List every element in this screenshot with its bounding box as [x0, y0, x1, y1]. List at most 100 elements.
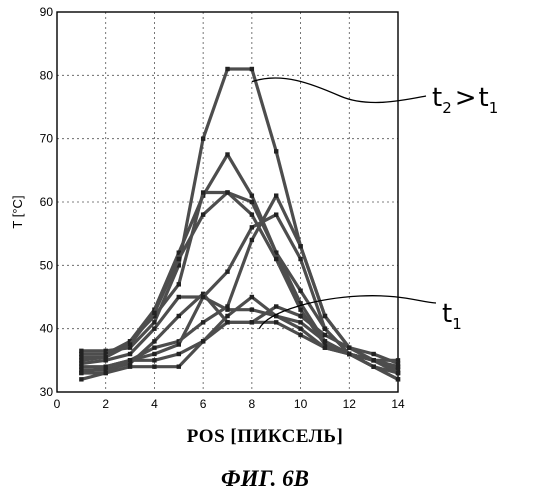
data-point: [177, 295, 181, 299]
data-point: [371, 358, 375, 362]
data-point: [396, 371, 400, 375]
data-point: [250, 320, 254, 324]
x-tick-label: 4: [151, 397, 158, 411]
data-point: [371, 364, 375, 368]
data-point: [177, 364, 181, 368]
y-tick-label: 50: [40, 258, 54, 272]
series-lines: [79, 67, 400, 382]
y-tick-label: 60: [40, 195, 54, 209]
x-tick-label: 8: [249, 397, 256, 411]
data-point: [298, 288, 302, 292]
leader-line-t1: [259, 296, 436, 329]
data-point: [225, 314, 229, 318]
annotation-t1: t1: [442, 299, 462, 333]
data-point: [177, 352, 181, 356]
data-point: [298, 257, 302, 261]
x-tick-label: 14: [391, 397, 405, 411]
data-point: [152, 326, 156, 330]
x-tick-label: 12: [343, 397, 357, 411]
data-point: [250, 212, 254, 216]
data-point: [152, 320, 156, 324]
data-point: [323, 326, 327, 330]
data-point: [79, 364, 83, 368]
x-tick-label: 0: [54, 397, 61, 411]
data-point: [371, 352, 375, 356]
data-point: [104, 358, 108, 362]
y-tick-label: 40: [40, 322, 54, 336]
data-point: [79, 377, 83, 381]
data-point: [274, 149, 278, 153]
data-point: [323, 333, 327, 337]
data-point: [298, 307, 302, 311]
data-point: [128, 342, 132, 346]
data-point: [250, 307, 254, 311]
data-point: [225, 190, 229, 194]
x-tick-label: 10: [294, 397, 308, 411]
data-point: [177, 257, 181, 261]
y-axis-label: T [°C]: [10, 195, 25, 228]
data-point: [152, 311, 156, 315]
data-point: [250, 225, 254, 229]
data-point: [152, 358, 156, 362]
y-tick-labels: 30 40 50 60 70 80 90: [40, 5, 54, 399]
data-point: [177, 342, 181, 346]
data-point: [201, 212, 205, 216]
y-tick-label: 30: [40, 385, 54, 399]
data-point: [250, 295, 254, 299]
data-point: [225, 269, 229, 273]
data-point: [104, 364, 108, 368]
data-point: [396, 364, 400, 368]
data-point: [298, 244, 302, 248]
series-line-1: [81, 69, 398, 370]
data-point: [225, 320, 229, 324]
data-point: [274, 257, 278, 261]
data-point: [177, 314, 181, 318]
leader-line-t2: [252, 78, 426, 103]
y-tick-label: 80: [40, 68, 54, 82]
data-point: [323, 314, 327, 318]
series-line-4: [81, 193, 398, 380]
x-tick-label: 2: [102, 397, 109, 411]
data-point: [152, 352, 156, 356]
data-point: [274, 304, 278, 308]
data-point: [298, 314, 302, 318]
data-point: [347, 345, 351, 349]
data-point: [79, 371, 83, 375]
data-point: [298, 326, 302, 330]
data-point: [274, 320, 278, 324]
y-tick-label: 90: [40, 5, 54, 19]
y-tick-label: 70: [40, 132, 54, 146]
data-point: [323, 345, 327, 349]
data-point: [201, 136, 205, 140]
data-point: [347, 352, 351, 356]
data-point: [128, 352, 132, 356]
x-tick-label: 6: [200, 397, 207, 411]
data-point: [201, 190, 205, 194]
series-line-7: [81, 196, 398, 380]
data-point: [104, 371, 108, 375]
data-point: [250, 193, 254, 197]
annotation-t2-gt-t1: t2>t1: [432, 83, 498, 117]
data-point: [323, 339, 327, 343]
x-axis-title: POS [ПИКСЕЛЬ]: [110, 426, 420, 448]
data-point: [128, 364, 132, 368]
data-point: [250, 67, 254, 71]
x-tick-labels: 0 2 4 6 8 10 12 14: [54, 397, 405, 411]
data-point: [128, 358, 132, 362]
data-point: [225, 67, 229, 71]
data-point: [225, 304, 229, 308]
figure-caption: ФИГ. 6B: [110, 466, 420, 492]
data-point: [298, 320, 302, 324]
data-point: [250, 238, 254, 242]
data-point: [201, 295, 205, 299]
data-point: [152, 339, 156, 343]
data-point: [274, 193, 278, 197]
data-point: [152, 345, 156, 349]
data-point: [201, 320, 205, 324]
data-point: [274, 212, 278, 216]
data-point: [396, 377, 400, 381]
data-point: [250, 200, 254, 204]
data-point: [152, 364, 156, 368]
data-point: [177, 282, 181, 286]
